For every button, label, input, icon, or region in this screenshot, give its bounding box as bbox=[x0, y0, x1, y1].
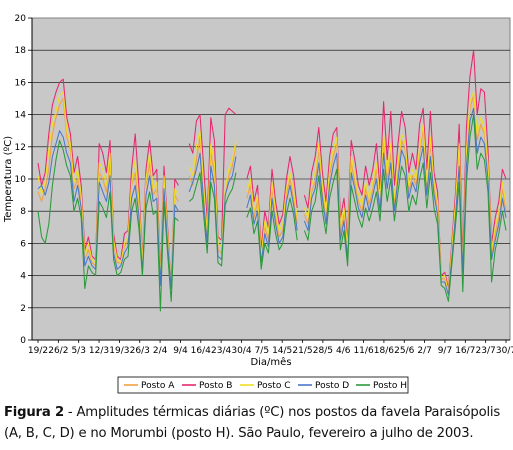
y-tick-label: 12 bbox=[15, 143, 26, 153]
x-tick-label: 2/4 bbox=[153, 346, 168, 356]
chart: 0 2 4 6 8 10 12 14 16 18 20 19/2 26/2 5/3 12/3 19/3 26/3… bbox=[3, 14, 513, 394]
legend bbox=[117, 376, 409, 394]
x-tick-label: 16/7 bbox=[455, 346, 475, 356]
y-tick-label: 4 bbox=[20, 272, 26, 282]
x-tick-label: 5/3 bbox=[71, 346, 85, 356]
x-tick-label: 18/6 bbox=[374, 346, 394, 356]
x-tick-label: 4/6 bbox=[336, 346, 351, 356]
x-tick-label: 30/4 bbox=[231, 346, 251, 356]
x-tick-label: 28/5 bbox=[313, 346, 333, 356]
x-tick-label: 2/7 bbox=[417, 346, 431, 356]
x-tick-label: 25/6 bbox=[394, 346, 414, 356]
y-tick-label: 2 bbox=[20, 304, 26, 314]
x-tick-label: 16/4 bbox=[191, 346, 211, 356]
x-tick-label: 23/7 bbox=[476, 346, 496, 356]
x-tick-label: 11/6 bbox=[353, 346, 373, 356]
y-tick-label: 8 bbox=[20, 207, 26, 217]
x-tick-label: 19/2 bbox=[28, 346, 48, 356]
series-line bbox=[37, 107, 507, 296]
x-tick-label: 7/5 bbox=[255, 346, 269, 356]
x-tick-label: 26/3 bbox=[130, 346, 150, 356]
y-tick-label: 14 bbox=[15, 111, 27, 121]
x-tick-label: 9/4 bbox=[173, 346, 188, 356]
y-tick-label: 16 bbox=[15, 78, 27, 88]
legend-label: Posto B bbox=[199, 381, 232, 391]
x-tick-label: 12/3 bbox=[89, 346, 109, 356]
series-line bbox=[37, 94, 507, 296]
x-tick-label: 19/3 bbox=[109, 346, 129, 356]
legend-label: Posto H bbox=[373, 381, 407, 391]
series-line bbox=[37, 49, 507, 290]
x-tick-label: 9/7 bbox=[438, 346, 452, 356]
caption-label: Figura 2 bbox=[4, 405, 64, 420]
legend-label: Posto A bbox=[141, 381, 175, 391]
y-tick-label: 10 bbox=[15, 175, 27, 185]
x-axis-title: Dia/mês bbox=[250, 356, 291, 368]
x-tick-label: 21/5 bbox=[292, 346, 312, 356]
series-line bbox=[37, 114, 507, 312]
figure-caption: Figura 2 - Amplitudes térmicas diárias (… bbox=[4, 402, 509, 444]
caption-text: - Amplitudes térmicas diárias (ºC) nos p… bbox=[4, 405, 501, 441]
x-tick-label: 30/7 bbox=[496, 346, 513, 356]
y-tick-label: 20 bbox=[15, 14, 27, 24]
legend-label: Posto C bbox=[257, 381, 290, 391]
y-tick-label: 0 bbox=[20, 336, 26, 346]
legend-label: Posto D bbox=[315, 381, 349, 391]
y-tick-label: 6 bbox=[20, 239, 26, 249]
x-tick-label: 23/4 bbox=[211, 346, 231, 356]
y-axis-title: Temperatura (ºC) bbox=[3, 136, 14, 223]
y-tick-label: 18 bbox=[15, 46, 27, 56]
x-tick-label: 14/5 bbox=[272, 346, 292, 356]
x-tick-label: 26/2 bbox=[48, 346, 68, 356]
series-line bbox=[37, 91, 507, 293]
